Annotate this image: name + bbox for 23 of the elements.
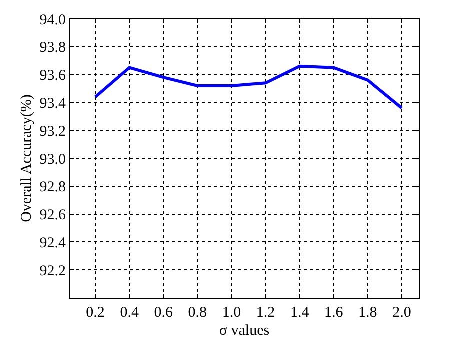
x-tick-label: 1.4 xyxy=(290,305,310,321)
line-series xyxy=(94,64,404,110)
x-tick-label: 1.0 xyxy=(222,305,242,321)
x-tick-label: 0.8 xyxy=(188,305,208,321)
y-tick-label: 93.2 xyxy=(40,124,66,140)
x-tick-label: 0.4 xyxy=(120,305,140,321)
y-tick-label: 93.0 xyxy=(40,152,66,168)
y-tick-label: 93.8 xyxy=(40,40,66,56)
y-tick-label: 93.6 xyxy=(40,68,66,84)
x-tick-label: 1.6 xyxy=(324,305,344,321)
y-tick-label: 92.2 xyxy=(40,263,66,280)
y-tick-label: 92.4 xyxy=(40,235,66,252)
x-tick-label: 0.2 xyxy=(86,305,105,321)
y-tick-label: 94.0 xyxy=(40,12,66,28)
y-axis-title: Overall Accuracy(%) xyxy=(19,94,35,222)
x-tick-label: 2.0 xyxy=(392,305,412,321)
x-tick-label: 1.8 xyxy=(358,305,378,321)
y-tick-label: 93.4 xyxy=(40,96,66,112)
x-tick-label: 0.6 xyxy=(154,305,174,321)
x-axis-title: σ values xyxy=(219,323,270,339)
x-tick-label: 1.2 xyxy=(256,305,276,321)
y-tick-label: 92.8 xyxy=(40,180,66,196)
y-tick-label: 92.6 xyxy=(40,208,66,224)
